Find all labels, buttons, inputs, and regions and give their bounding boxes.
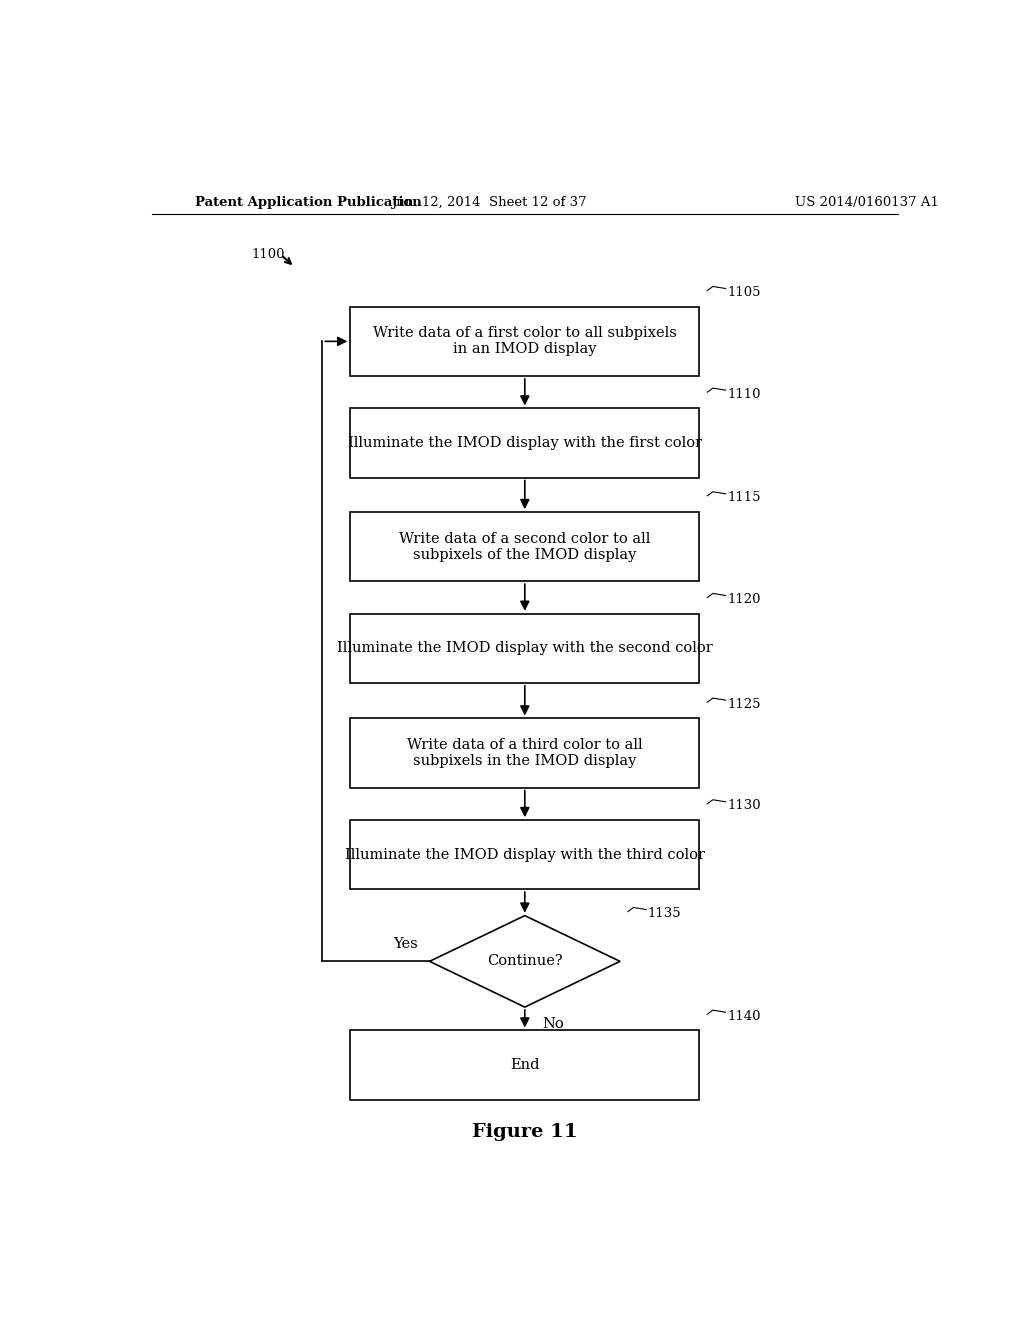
Text: 1105: 1105 [727, 286, 761, 300]
FancyBboxPatch shape [350, 1031, 699, 1100]
Text: Continue?: Continue? [487, 954, 562, 969]
Text: Write data of a first color to all subpixels
in an IMOD display: Write data of a first color to all subpi… [373, 326, 677, 356]
Text: 1120: 1120 [727, 593, 761, 606]
FancyBboxPatch shape [350, 512, 699, 581]
Text: 1140: 1140 [727, 1010, 761, 1023]
Text: Illuminate the IMOD display with the first color: Illuminate the IMOD display with the fir… [348, 436, 701, 450]
FancyBboxPatch shape [350, 306, 699, 376]
Polygon shape [430, 916, 620, 1007]
Text: No: No [543, 1018, 564, 1031]
FancyBboxPatch shape [350, 614, 699, 682]
Text: Jun. 12, 2014  Sheet 12 of 37: Jun. 12, 2014 Sheet 12 of 37 [391, 195, 587, 209]
Text: 1130: 1130 [727, 800, 761, 812]
Text: 1135: 1135 [648, 907, 681, 920]
Text: Patent Application Publication: Patent Application Publication [196, 195, 422, 209]
Text: End: End [510, 1059, 540, 1072]
FancyBboxPatch shape [350, 820, 699, 890]
FancyBboxPatch shape [350, 408, 699, 478]
Text: 1115: 1115 [727, 491, 761, 504]
Text: 1110: 1110 [727, 388, 761, 401]
Text: Illuminate the IMOD display with the third color: Illuminate the IMOD display with the thi… [345, 847, 705, 862]
Text: Yes: Yes [393, 937, 418, 952]
Text: Figure 11: Figure 11 [472, 1123, 578, 1140]
Text: Write data of a third color to all
subpixels in the IMOD display: Write data of a third color to all subpi… [407, 738, 643, 768]
Text: 1125: 1125 [727, 698, 761, 710]
Text: Illuminate the IMOD display with the second color: Illuminate the IMOD display with the sec… [337, 642, 713, 655]
Text: Write data of a second color to all
subpixels of the IMOD display: Write data of a second color to all subp… [399, 532, 650, 562]
Text: 1100: 1100 [251, 248, 285, 261]
FancyBboxPatch shape [350, 718, 699, 788]
Text: US 2014/0160137 A1: US 2014/0160137 A1 [795, 195, 939, 209]
